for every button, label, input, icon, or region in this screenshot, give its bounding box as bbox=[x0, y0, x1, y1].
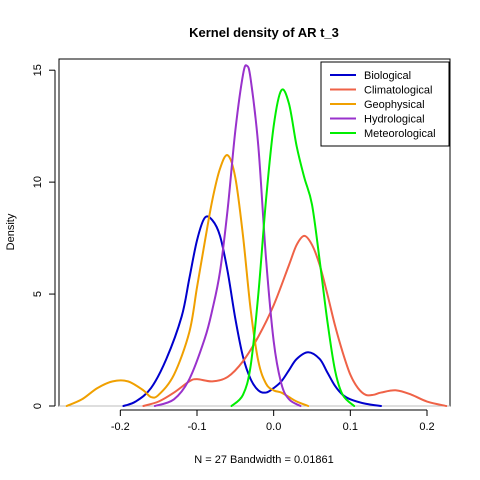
x-tick-label: -0.2 bbox=[111, 421, 130, 433]
y-tick-label: 5 bbox=[32, 291, 44, 297]
series-layer bbox=[65, 64, 448, 407]
series-line-geophysical bbox=[65, 154, 310, 407]
x-tick-label: -0.1 bbox=[188, 421, 207, 433]
y-axis: 0 5 10 15 bbox=[32, 64, 56, 409]
legend-label-meteorological: Meteorological bbox=[364, 128, 436, 140]
series-line-meteorological bbox=[230, 88, 356, 407]
x-tick-label: 0.2 bbox=[419, 421, 434, 433]
legend-label-climatological: Climatological bbox=[364, 85, 432, 97]
series-line-biological bbox=[122, 215, 382, 407]
series-line-climatological bbox=[142, 234, 448, 407]
x-axis-label: N = 27 Bandwidth = 0.01861 bbox=[194, 454, 333, 466]
y-tick-label: 10 bbox=[32, 176, 44, 188]
legend-label-hydrological: Hydrological bbox=[364, 114, 425, 126]
legend-label-geophysical: Geophysical bbox=[364, 99, 425, 111]
x-tick-label: 0.1 bbox=[343, 421, 358, 433]
chart-title: Kernel density of AR t_3 bbox=[189, 25, 339, 40]
y-axis-label: Density bbox=[5, 213, 17, 250]
y-tick-label: 15 bbox=[32, 64, 44, 76]
x-axis: -0.2 -0.1 0.0 0.1 0.2 bbox=[111, 409, 435, 433]
legend: Biological Climatological Geophysical Hydro… bbox=[320, 61, 450, 147]
x-tick-label: 0.0 bbox=[266, 421, 281, 433]
legend-label-biological: Biological bbox=[364, 70, 411, 82]
y-tick-label: 0 bbox=[32, 403, 44, 409]
series-line-hydrological bbox=[153, 64, 302, 407]
